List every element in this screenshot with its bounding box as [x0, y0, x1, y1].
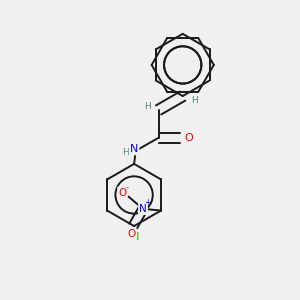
Text: H: H: [122, 148, 129, 157]
Text: H: H: [144, 102, 151, 111]
Text: O: O: [128, 230, 136, 239]
Text: O: O: [185, 133, 194, 143]
Text: Cl: Cl: [129, 232, 139, 242]
Text: H: H: [191, 96, 197, 105]
Text: -: -: [126, 183, 129, 192]
Text: O: O: [118, 188, 127, 197]
Text: N: N: [130, 144, 138, 154]
Text: +: +: [144, 199, 150, 208]
Text: N: N: [139, 204, 147, 214]
